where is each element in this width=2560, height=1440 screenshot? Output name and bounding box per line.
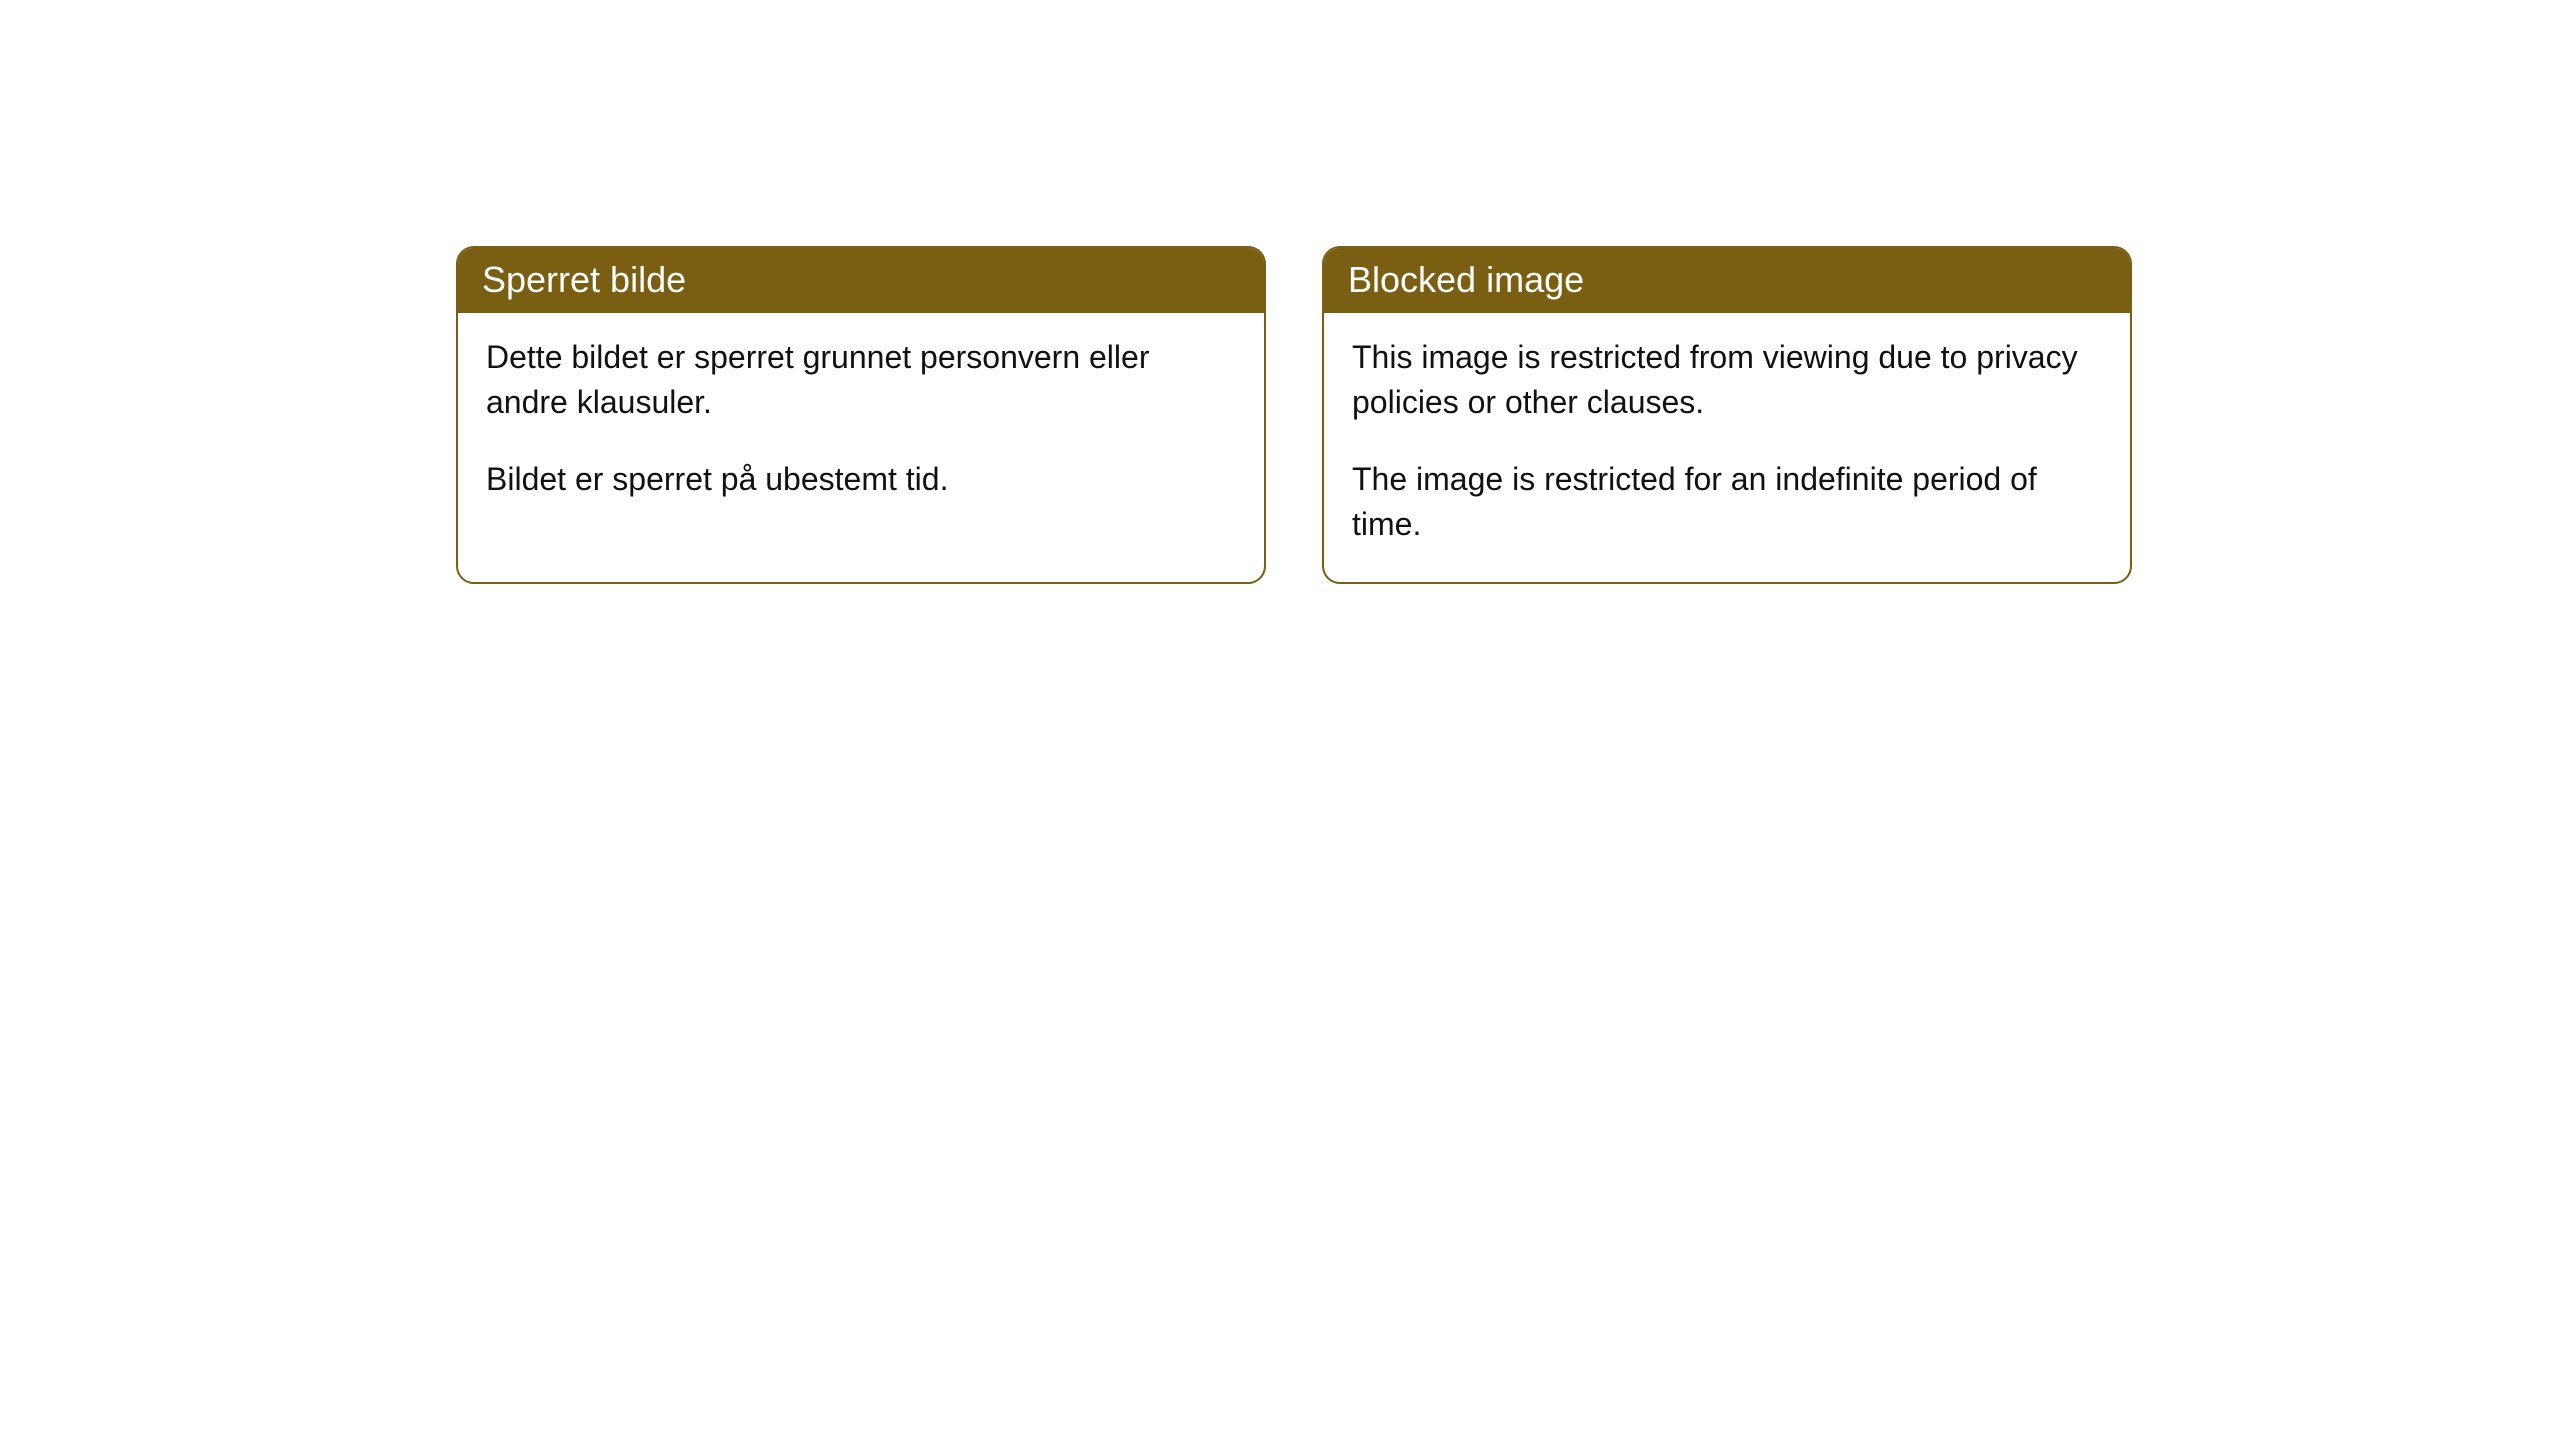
card-body-en: This image is restricted from viewing du…	[1324, 313, 2130, 582]
card-container: Sperret bilde Dette bildet er sperret gr…	[0, 0, 2560, 584]
card-paragraph-2-en: The image is restricted for an indefinit…	[1352, 457, 2102, 547]
card-header-no: Sperret bilde	[458, 248, 1264, 313]
card-body-no: Dette bildet er sperret grunnet personve…	[458, 313, 1264, 537]
card-header-en: Blocked image	[1324, 248, 2130, 313]
card-paragraph-1-no: Dette bildet er sperret grunnet personve…	[486, 335, 1236, 425]
card-paragraph-1-en: This image is restricted from viewing du…	[1352, 335, 2102, 425]
card-paragraph-2-no: Bildet er sperret på ubestemt tid.	[486, 457, 1236, 502]
blocked-image-card-en: Blocked image This image is restricted f…	[1322, 246, 2132, 584]
blocked-image-card-no: Sperret bilde Dette bildet er sperret gr…	[456, 246, 1266, 584]
